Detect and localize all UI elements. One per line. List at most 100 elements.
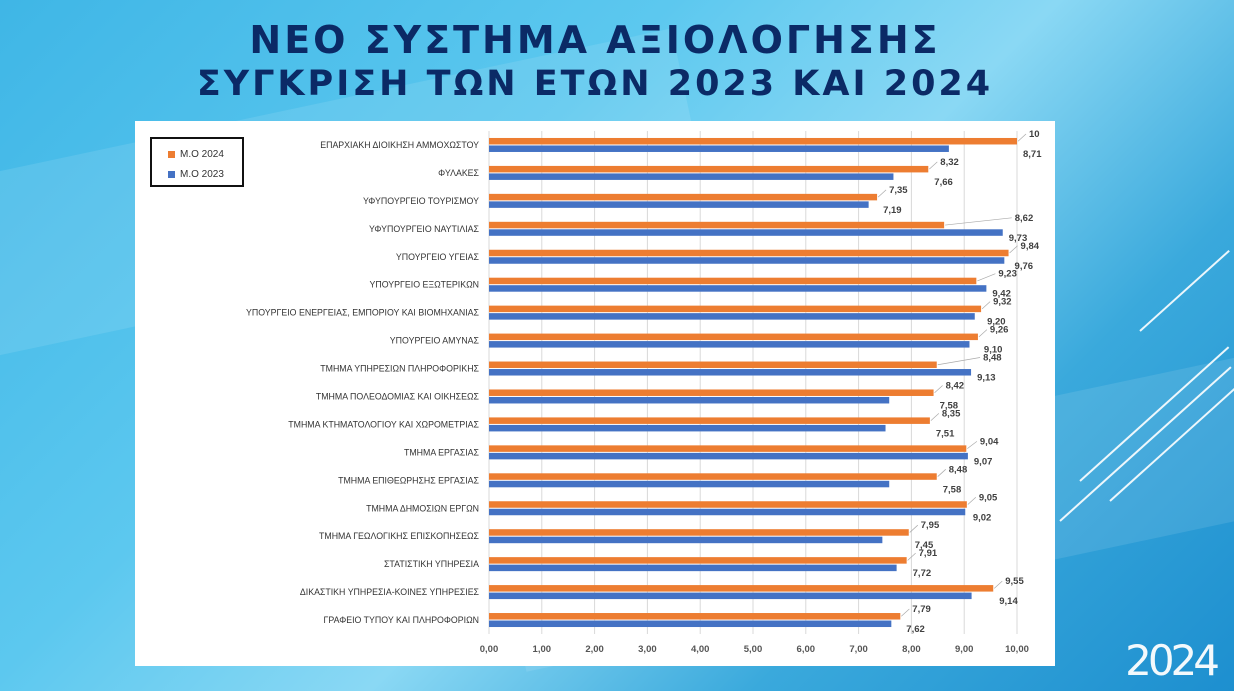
data-label-leader bbox=[909, 524, 918, 533]
category-label: ΤΜΗΜΑ ΚΤΗΜΑΤΟΛΟΓΙΟΥ ΚΑΙ ΧΩΡΟΜΕΤΡΙΑΣ bbox=[288, 419, 479, 429]
bar-2023 bbox=[489, 201, 869, 208]
category-label: ΤΜΗΜΑ ΓΕΩΛΟΓΙΚΗΣ ΕΠΙΣΚΟΠΗΣΕΩΣ bbox=[319, 531, 480, 541]
bar-2023 bbox=[489, 396, 890, 404]
chart-legend: Μ.Ο 2024 Μ.Ο 2023 bbox=[150, 137, 244, 187]
x-tick-label: 10,00 bbox=[1005, 644, 1029, 655]
data-label-2024: 9,32 bbox=[993, 297, 1012, 308]
chart-panel: 0,00 1,00 2,00 3,00 4,00 5,00 6,00 7,00 8,00 9,00… bbox=[135, 121, 1055, 666]
bar-2023 bbox=[489, 480, 890, 488]
data-label-2023: 9,76 bbox=[1015, 261, 1034, 272]
category-label: ΔΙΚΑΣΤΙΚΗ ΥΠΗΡΕΣΙΑ-ΚΟΙΝΕΣ ΥΠΗΡΕΣΙΕΣ bbox=[300, 587, 480, 597]
x-tick-label: 2,00 bbox=[585, 644, 604, 655]
data-label-2024: 9,26 bbox=[990, 325, 1009, 336]
data-label-2024: 7,35 bbox=[889, 185, 908, 196]
data-label-2024: 8,35 bbox=[942, 408, 961, 419]
category-label: ΤΜΗΜΑ ΕΡΓΑΣΙΑΣ bbox=[404, 447, 480, 457]
data-label-2023: 9,10 bbox=[984, 345, 1003, 356]
data-label-2024: 8,62 bbox=[1015, 213, 1034, 224]
year-logo: 2024 bbox=[1125, 636, 1220, 685]
data-label-2024: 9,55 bbox=[1005, 576, 1024, 587]
legend-swatch-2023 bbox=[168, 171, 175, 178]
category-label: ΤΜΗΜΑ ΔΗΜΟΣΙΩΝ ΕΡΓΩΝ bbox=[366, 503, 479, 513]
bar-2024 bbox=[489, 249, 1009, 257]
category-label: ΥΠΟΥΡΓΕΙΟ ΕΝΕΡΓΕΙΑΣ, ΕΜΠΟΡΙΟΥ ΚΑΙ ΒΙΟΜΗΧ… bbox=[246, 308, 480, 318]
bar-2024 bbox=[489, 613, 901, 620]
bar-2023 bbox=[489, 424, 886, 432]
bar-2023 bbox=[489, 341, 970, 348]
data-label-leader bbox=[937, 357, 981, 366]
data-label-2023: 7,58 bbox=[940, 400, 959, 411]
data-label-leader bbox=[978, 329, 988, 338]
category-label: ΥΦΥΠΟΥΡΓΕΙΟ ΝΑΥΤΙΛΙΑΣ bbox=[369, 224, 480, 234]
bar-2023 bbox=[489, 229, 1003, 236]
data-label-leader bbox=[981, 301, 991, 310]
bar-2023 bbox=[489, 145, 949, 152]
data-label-2024: 9,23 bbox=[998, 269, 1017, 280]
bar-2024 bbox=[489, 361, 937, 369]
data-label-leader bbox=[1017, 133, 1027, 142]
category-label: ΤΜΗΜΑ ΕΠΙΘΕΩΡΗΣΗΣ ΕΡΓΑΣΙΑΣ bbox=[338, 475, 479, 485]
data-label-2024: 7,79 bbox=[912, 604, 931, 615]
data-label-2023: 9,20 bbox=[987, 317, 1006, 328]
category-label: ΣΤΑΤΙΣΤΙΚΗ ΥΠΗΡΕΣΙΑ bbox=[384, 559, 479, 569]
data-label-leader bbox=[934, 385, 943, 393]
x-tick-label: 0,00 bbox=[480, 644, 499, 655]
data-label-leader bbox=[930, 413, 940, 421]
x-tick-label: 5,00 bbox=[744, 644, 763, 655]
legend-swatch-2024 bbox=[168, 151, 175, 158]
bar-2023 bbox=[489, 369, 972, 376]
category-label: ΥΠΟΥΡΓΕΙΟ ΕΞΩΤΕΡΙΚΩΝ bbox=[370, 280, 479, 290]
bar-2023 bbox=[489, 592, 972, 600]
category-label: ΦΥΛΑΚΕΣ bbox=[438, 168, 479, 178]
category-label: ΥΠΟΥΡΓΕΙΟ ΥΓΕΙΑΣ bbox=[396, 252, 480, 262]
data-label-2024: 7,95 bbox=[921, 520, 940, 531]
data-label-2023: 7,51 bbox=[936, 428, 955, 439]
data-label-2024: 9,05 bbox=[979, 492, 998, 503]
data-label-leader bbox=[929, 161, 938, 170]
bar-2024 bbox=[489, 445, 967, 452]
data-label-leader bbox=[994, 580, 1003, 589]
bar-2024 bbox=[489, 137, 1017, 145]
data-label-2024: 7,91 bbox=[919, 548, 938, 559]
legend-item-2024: Μ.Ο 2024 bbox=[168, 149, 224, 160]
data-label-leader bbox=[967, 496, 977, 505]
data-label-2024: 8,48 bbox=[949, 464, 968, 475]
data-label-leader bbox=[977, 273, 996, 282]
x-tick-label: 3,00 bbox=[638, 644, 657, 655]
title-line-1: ΝΕΟ ΣΥΣΤΗΜΑ ΑΞΙΟΛΟΓΗΣΗΣ bbox=[249, 18, 941, 62]
bar-2023 bbox=[489, 285, 987, 292]
bar-2023 bbox=[489, 508, 966, 516]
legend-label-2023: Μ.Ο 2023 bbox=[180, 169, 224, 180]
data-label-leader bbox=[967, 441, 978, 449]
data-label-2023: 9,02 bbox=[973, 512, 992, 523]
data-label-2023: 9,73 bbox=[1009, 233, 1028, 244]
bar-2023 bbox=[489, 452, 968, 460]
data-label-2023: 8,71 bbox=[1023, 149, 1042, 160]
bar-2024 bbox=[489, 165, 929, 173]
bar-2024 bbox=[489, 585, 994, 592]
data-label-2023: 7,66 bbox=[934, 177, 953, 188]
category-label: ΤΜΗΜΑ ΥΠΗΡΕΣΙΩΝ ΠΛΗΡΟΦΟΡΙΚΗΣ bbox=[320, 364, 479, 374]
data-label-leader bbox=[945, 217, 1012, 226]
title-line-2: ΣΥΓΚΡΙΣΗ ΤΩΝ ΕΤΩΝ 2023 ΚΑΙ 2024 bbox=[196, 64, 994, 104]
x-tick-label: 7,00 bbox=[849, 644, 868, 655]
data-label-2023: 9,13 bbox=[977, 373, 996, 384]
bar-2023 bbox=[489, 173, 894, 180]
category-label: ΓΡΑΦΕΙΟ ΤΥΠΟΥ ΚΑΙ ΠΛΗΡΟΦΟΡΙΩΝ bbox=[324, 615, 479, 625]
bar-2024 bbox=[489, 389, 934, 396]
bar-2024 bbox=[489, 193, 878, 201]
category-label: ΕΠΑΡΧΙΑΚΗ ΔΙΟΙΚΗΣΗ ΑΜΜΟΧΩΣΤΟΥ bbox=[320, 140, 479, 150]
x-tick-label: 8,00 bbox=[902, 644, 921, 655]
bar-2024 bbox=[489, 417, 930, 424]
data-label-leader bbox=[901, 608, 910, 617]
data-label-leader bbox=[937, 469, 946, 477]
legend-item-2023: Μ.Ο 2023 bbox=[168, 169, 224, 180]
data-label-2024: 10 bbox=[1029, 129, 1040, 140]
data-label-2023: 7,58 bbox=[943, 484, 962, 495]
data-label-leader bbox=[877, 189, 887, 198]
legend-label-2024: Μ.Ο 2024 bbox=[180, 149, 224, 160]
x-tick-label: 1,00 bbox=[533, 644, 552, 655]
bar-2023 bbox=[489, 564, 897, 572]
data-label-2023: 7,19 bbox=[883, 205, 902, 216]
bar-2023 bbox=[489, 313, 975, 320]
